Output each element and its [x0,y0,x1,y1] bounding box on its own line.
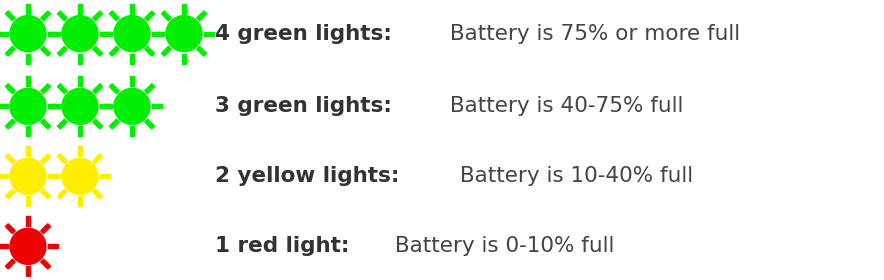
Polygon shape [110,11,119,21]
Polygon shape [78,53,82,64]
Circle shape [166,16,202,52]
Polygon shape [0,32,8,36]
Polygon shape [182,53,186,64]
Text: Battery is 40-75% full: Battery is 40-75% full [443,96,683,116]
Polygon shape [5,189,15,199]
Circle shape [114,16,150,52]
Polygon shape [110,119,119,129]
Polygon shape [152,104,162,108]
Polygon shape [41,11,50,21]
Polygon shape [162,46,171,56]
Polygon shape [57,189,67,199]
Polygon shape [26,126,30,136]
Polygon shape [78,126,82,136]
Polygon shape [48,174,58,178]
Circle shape [62,16,98,52]
Polygon shape [130,76,134,87]
Circle shape [10,88,46,124]
Polygon shape [41,46,50,56]
Polygon shape [130,126,134,136]
Polygon shape [41,84,50,94]
Polygon shape [5,84,15,94]
Polygon shape [26,76,30,87]
Polygon shape [110,84,119,94]
Polygon shape [102,104,112,108]
Polygon shape [162,11,171,21]
Polygon shape [50,104,60,108]
Polygon shape [48,104,58,108]
Polygon shape [48,32,58,36]
Polygon shape [110,46,119,56]
Polygon shape [197,11,207,21]
Text: Battery is 75% or more full: Battery is 75% or more full [443,24,741,44]
Text: 1 red light:: 1 red light: [215,236,349,256]
Polygon shape [78,146,82,157]
Polygon shape [204,32,214,36]
Polygon shape [5,224,15,234]
Polygon shape [41,189,50,199]
Text: Battery is 10-40% full: Battery is 10-40% full [453,166,693,186]
Polygon shape [182,4,186,14]
Polygon shape [100,174,110,178]
Polygon shape [41,154,50,164]
Polygon shape [5,11,15,21]
Polygon shape [0,244,8,248]
Text: Battery is 0-10% full: Battery is 0-10% full [388,236,614,256]
Polygon shape [57,154,67,164]
Polygon shape [145,119,155,129]
Circle shape [62,158,98,194]
Polygon shape [100,32,110,36]
Polygon shape [50,32,60,36]
Polygon shape [145,46,155,56]
Polygon shape [100,104,110,108]
Polygon shape [154,32,164,36]
Polygon shape [197,46,207,56]
Circle shape [10,158,46,194]
Circle shape [10,228,46,264]
Polygon shape [50,174,60,178]
Polygon shape [57,11,67,21]
Polygon shape [130,4,134,14]
Text: 2 yellow lights:: 2 yellow lights: [215,166,400,186]
Text: 4 green lights:: 4 green lights: [215,24,392,44]
Polygon shape [57,84,67,94]
Polygon shape [78,196,82,206]
Polygon shape [41,224,50,234]
Polygon shape [57,119,67,129]
Polygon shape [93,189,103,199]
Polygon shape [78,4,82,14]
Polygon shape [26,53,30,64]
Circle shape [114,88,150,124]
Polygon shape [130,53,134,64]
Polygon shape [26,216,30,227]
Polygon shape [5,154,15,164]
Polygon shape [93,84,103,94]
Polygon shape [57,46,67,56]
Circle shape [10,16,46,52]
Polygon shape [0,104,8,108]
Polygon shape [102,32,112,36]
Polygon shape [93,154,103,164]
Polygon shape [152,32,162,36]
Polygon shape [5,259,15,269]
Circle shape [62,88,98,124]
Polygon shape [26,146,30,157]
Polygon shape [5,46,15,56]
Polygon shape [93,11,103,21]
Text: 3 green lights:: 3 green lights: [215,96,392,116]
Polygon shape [41,259,50,269]
Polygon shape [145,11,155,21]
Polygon shape [93,46,103,56]
Polygon shape [26,4,30,14]
Polygon shape [93,119,103,129]
Polygon shape [145,84,155,94]
Polygon shape [48,244,58,248]
Polygon shape [0,174,8,178]
Polygon shape [26,266,30,276]
Polygon shape [26,196,30,206]
Polygon shape [41,119,50,129]
Polygon shape [5,119,15,129]
Polygon shape [78,76,82,87]
